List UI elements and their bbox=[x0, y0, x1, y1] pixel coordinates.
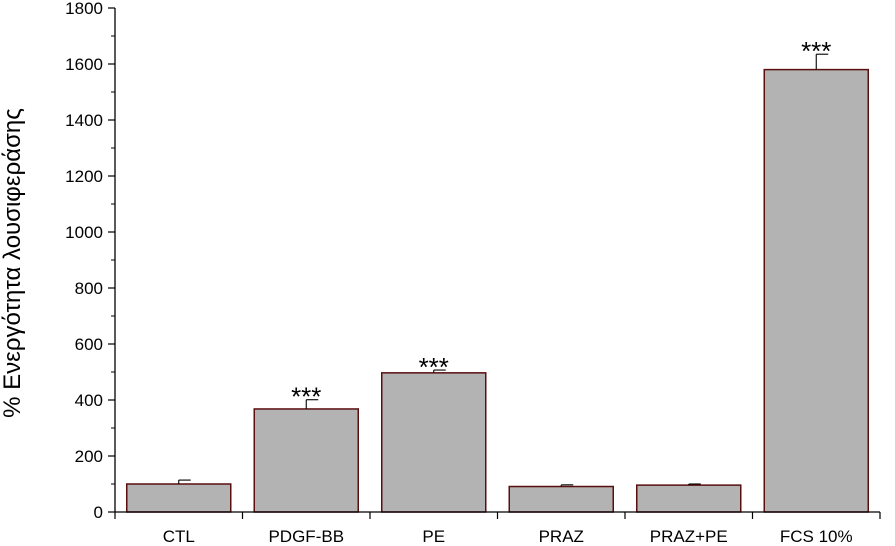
bar bbox=[508, 485, 614, 513]
y-tick-label: 400 bbox=[75, 391, 103, 410]
y-tick-label: 1000 bbox=[65, 223, 103, 242]
y-axis-title: % Ενεργότητα λουσιφεράσης bbox=[0, 108, 26, 418]
y-axis-ticks: 0 200 400 600 800 1000 1200 1400 1600 1800 bbox=[65, 0, 115, 522]
x-axis-labels: CTL PDGF-BB PE PRAZ PRAZ+PE FCS 10% bbox=[163, 527, 853, 546]
x-category-label: PRAZ+PE bbox=[650, 527, 728, 546]
axes bbox=[114, 8, 881, 519]
error-bars bbox=[178, 53, 829, 487]
y-tick-label: 600 bbox=[75, 335, 103, 354]
bar bbox=[126, 483, 232, 513]
y-tick-label: 1600 bbox=[65, 55, 103, 74]
bars bbox=[126, 68, 869, 513]
significance-label: *** bbox=[801, 36, 831, 66]
bar bbox=[381, 372, 487, 513]
bar bbox=[636, 484, 742, 513]
y-tick-label: 1800 bbox=[65, 0, 103, 18]
y-tick-label: 0 bbox=[94, 503, 103, 522]
bar bbox=[253, 408, 359, 513]
x-category-label: CTL bbox=[163, 527, 195, 546]
significance-labels: *** *** *** bbox=[291, 36, 831, 412]
x-category-label: PRAZ bbox=[539, 527, 584, 546]
x-category-label: FCS 10% bbox=[780, 527, 853, 546]
significance-label: *** bbox=[419, 352, 449, 382]
y-tick-label: 800 bbox=[75, 279, 103, 298]
x-category-label: PE bbox=[422, 527, 445, 546]
y-axis-title-group: % Ενεργότητα λουσιφεράσης bbox=[0, 108, 26, 418]
bar bbox=[763, 68, 869, 513]
y-tick-label: 200 bbox=[75, 447, 103, 466]
significance-label: *** bbox=[291, 382, 321, 412]
x-category-label: PDGF-BB bbox=[268, 527, 344, 546]
y-tick-label: 1400 bbox=[65, 111, 103, 130]
y-tick-label: 1200 bbox=[65, 167, 103, 186]
